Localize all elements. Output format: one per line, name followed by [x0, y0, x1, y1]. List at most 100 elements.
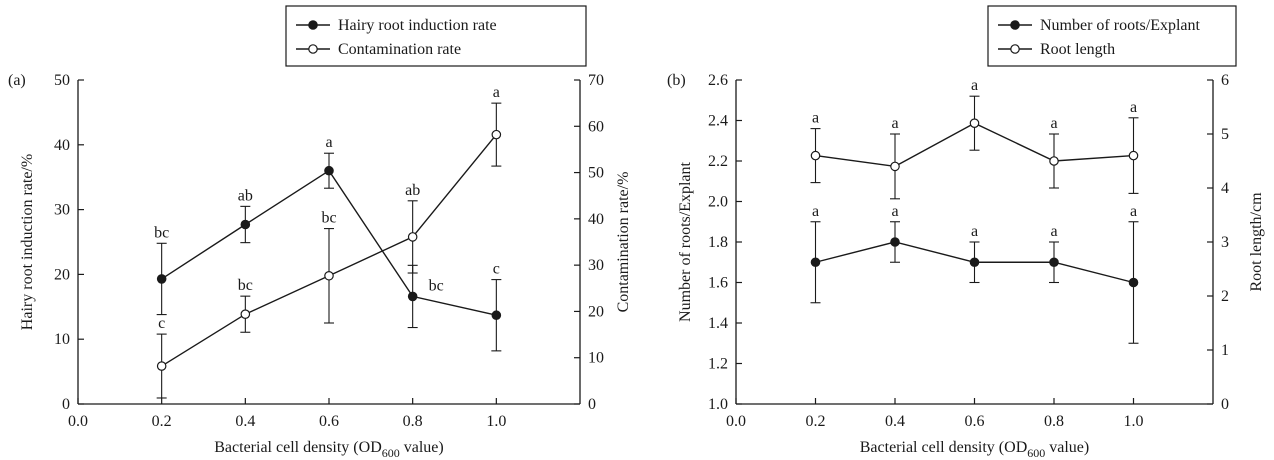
y-tick-label: 2.4: [708, 113, 728, 130]
chart-panel-b: (b) 0.0 0.2 0.4 0.6 0.8 1.0 1.0 1.2 1.4 1.6 1.8 2.0 2…: [667, 5, 1265, 460]
y-tick-label: 2.0: [708, 194, 728, 211]
significance-letter: a: [891, 115, 898, 132]
x-tick-label: 1.0: [486, 413, 506, 430]
y2-tick-label: 0: [1221, 396, 1229, 413]
y-tick-label: 0: [62, 396, 70, 413]
data-point: [969, 118, 980, 128]
significance-letter: bc: [321, 210, 336, 227]
x-tick-label: 0.6: [965, 413, 985, 430]
significance-letter: a: [1050, 115, 1057, 132]
legend: Number of roots/Explant Root length: [987, 5, 1237, 67]
x-axis-title: Bacterial cell density (OD600 value): [214, 439, 443, 460]
y-axis-title: Hairy root induction rate/%: [19, 154, 36, 330]
legend: Hairy root induction rate Contamination r…: [285, 5, 587, 67]
data-point: [491, 310, 502, 321]
y-tick-label: 1.8: [708, 234, 728, 251]
y-tick-label: 30: [54, 202, 70, 219]
legend-entry: Number of roots/Explant: [998, 17, 1201, 34]
legend-entry: Root length: [998, 41, 1115, 58]
data-point: [810, 257, 821, 268]
x-tick-label: 0.0: [726, 413, 746, 430]
y2-tick-label: 70: [588, 72, 604, 89]
y2-tick-label: 20: [588, 303, 604, 320]
legend-swatch-marker: [1010, 44, 1020, 54]
legend-swatch-marker: [1010, 20, 1020, 30]
legend-entry: Hairy root induction rate: [296, 17, 497, 34]
y2-tick-label: 6: [1221, 72, 1229, 89]
data-point: [240, 219, 251, 230]
data-point: [407, 291, 418, 302]
y2-tick-label: 10: [588, 350, 604, 367]
data-point: [890, 237, 900, 247]
legend-box: [285, 5, 587, 67]
data-point: [240, 309, 251, 320]
x-axis-title-subscript: 600: [382, 446, 400, 460]
data-point: [969, 257, 980, 268]
y-tick-label: 40: [54, 137, 70, 154]
legend-swatch-marker: [308, 20, 318, 30]
data-point: [1128, 150, 1139, 161]
y-tick-label: 10: [54, 331, 70, 348]
significance-letter: c: [493, 261, 500, 278]
significance-letter: ab: [405, 182, 420, 199]
x-axis-title-suffix: value): [400, 439, 444, 456]
significance-letter: ab: [238, 187, 253, 204]
data-point: [407, 232, 418, 242]
significance-letter: bc: [238, 277, 253, 294]
panel-label: (a): [8, 72, 26, 89]
x-tick-label: 0.2: [806, 413, 826, 430]
x-tick-label: 0.8: [403, 413, 423, 430]
data-point: [810, 150, 821, 161]
y2-tick-label: 50: [588, 165, 604, 182]
y-tick-label: 2.2: [708, 153, 728, 170]
significance-letter: a: [1130, 203, 1137, 220]
y2-axis-title: Root length/cm: [1248, 192, 1265, 292]
y2-tick-label: 5: [1221, 126, 1229, 143]
data-point: [324, 270, 334, 281]
y-tick-label: 1.0: [708, 396, 728, 413]
y2-tick-label: 0: [588, 396, 596, 413]
y2-axis-title: Contamination rate/%: [615, 172, 632, 313]
significance-letter: a: [1130, 99, 1137, 116]
data-point: [156, 361, 167, 371]
x-tick-label: 0.4: [885, 413, 905, 430]
legend-label: Number of roots/Explant: [1040, 17, 1201, 34]
x-axis-title: Bacterial cell density (OD600 value): [860, 439, 1089, 460]
y-tick-label: 1.6: [708, 275, 728, 292]
legend-swatch-marker: [308, 44, 318, 54]
y2-tick-label: 30: [588, 257, 604, 274]
y2-tick-label: 60: [588, 118, 604, 135]
x-tick-label: 0.2: [152, 413, 172, 430]
series-open: c bc bc ab a: [156, 84, 502, 399]
data-point: [1049, 257, 1059, 268]
significance-letter: a: [971, 77, 978, 94]
y-tick-label: 50: [54, 72, 70, 89]
y2-tick-label: 40: [588, 211, 604, 228]
y2-tick-label: 4: [1221, 180, 1229, 197]
significance-letter: a: [891, 203, 898, 220]
x-tick-label: 0.0: [68, 413, 88, 430]
y2-tick-label: 3: [1221, 234, 1229, 251]
legend-entry: Contamination rate: [296, 41, 461, 58]
legend-label: Hairy root induction rate: [338, 17, 497, 34]
x-tick-label: 1.0: [1124, 413, 1144, 430]
x-tick-label: 0.4: [235, 413, 255, 430]
x-tick-label: 0.8: [1044, 413, 1064, 430]
y2-tick-label: 1: [1221, 342, 1229, 359]
significance-letter: bc: [429, 277, 444, 294]
legend-label: Contamination rate: [338, 41, 461, 58]
y-tick-label: 20: [54, 266, 70, 283]
chart-panel-a: (a) 0.0 0.2 0.4 0.6 0.8 1.0 0 10 20 30 40 50 0 10 20 30 4…: [8, 5, 632, 460]
y2-tick-label: 2: [1221, 288, 1229, 305]
data-point: [324, 165, 334, 176]
x-axis-title-prefix: Bacterial cell density (OD: [860, 439, 1028, 456]
significance-letter: c: [158, 315, 165, 332]
x-axis-title-prefix: Bacterial cell density (OD: [214, 439, 382, 456]
data-point: [1128, 277, 1139, 288]
significance-letter: bc: [154, 224, 169, 241]
significance-letter: a: [1050, 223, 1057, 240]
panel-label: (b): [667, 72, 686, 89]
x-tick-label: 0.6: [319, 413, 339, 430]
legend-box: [987, 5, 1237, 67]
